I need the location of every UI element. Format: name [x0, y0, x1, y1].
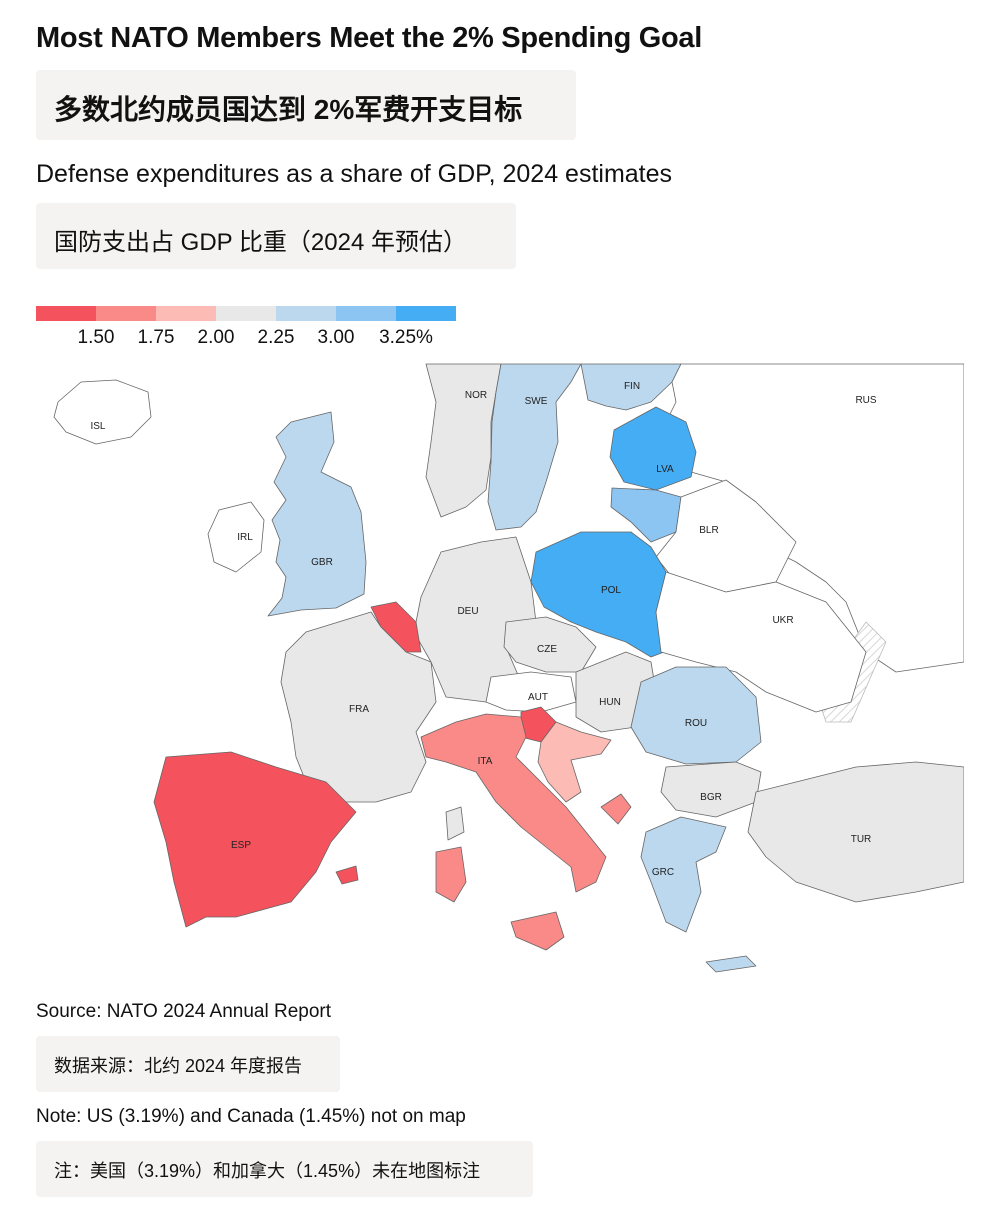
- source-note: Source: NATO 2024 Annual Report: [36, 1001, 332, 1022]
- chart-subtitle-chinese: 国防支出占 GDP 比重（2024 年预估）: [36, 203, 516, 269]
- island-sicily: [510, 911, 565, 951]
- label-fin: FIN: [624, 381, 640, 392]
- country-pol: [530, 531, 667, 658]
- legend-tick: 2.00: [197, 327, 235, 348]
- legend-tick: 2.25: [257, 327, 295, 348]
- legend-swatch: [276, 306, 336, 321]
- legend-swatch: [216, 306, 276, 321]
- island-sardinia: [435, 846, 467, 903]
- country-ukr: [655, 571, 867, 713]
- legend-swatch: [156, 306, 216, 321]
- label-cze: CZE: [537, 644, 557, 655]
- label-rou: ROU: [685, 718, 707, 729]
- country-irl: [207, 501, 265, 573]
- legend-swatch: [96, 306, 156, 321]
- legend-tick: 3.25%: [379, 327, 433, 348]
- label-fra: FRA: [349, 704, 369, 715]
- legend-tick: 3.00: [317, 327, 355, 348]
- label-deu: DEU: [457, 606, 478, 617]
- country-mne: [600, 793, 632, 825]
- footnote: Note: US (3.19%) and Canada (1.45%) not …: [36, 1106, 466, 1127]
- label-ukr: UKR: [772, 615, 793, 626]
- label-nor: NOR: [465, 390, 487, 401]
- country-tur: [747, 761, 964, 903]
- label-hun: HUN: [599, 697, 621, 708]
- label-irl: IRL: [237, 532, 253, 543]
- country-swe: [487, 363, 582, 531]
- legend-swatch: [36, 306, 96, 321]
- label-blr: BLR: [699, 525, 718, 536]
- country-labels: ISL NOR SWE FIN RUS LVA IRL GBR BLR DEU …: [90, 381, 876, 878]
- country-hrv: [537, 721, 612, 803]
- legend-swatch: [396, 306, 456, 321]
- country-grc: [640, 816, 727, 933]
- island-balearic: [335, 865, 359, 885]
- color-legend: 1.50 1.75 2.00 2.25 3.00 3.25%: [36, 306, 456, 356]
- label-grc: GRC: [652, 867, 674, 878]
- legend-tick: 1.50: [77, 327, 115, 348]
- label-ita: ITA: [478, 756, 493, 767]
- country-isl: [53, 379, 152, 445]
- label-rus: RUS: [855, 395, 876, 406]
- chart-subtitle: Defense expenditures as a share of GDP, …: [36, 160, 673, 188]
- country-gbr: [267, 411, 367, 617]
- country-lva: [609, 406, 697, 491]
- island-crete: [705, 955, 757, 973]
- label-lva: LVA: [656, 464, 674, 475]
- island-corsica: [445, 806, 465, 841]
- label-pol: POL: [601, 585, 621, 596]
- country-fra: [280, 611, 437, 803]
- chart-title: Most NATO Members Meet the 2% Spending G…: [36, 22, 703, 54]
- country-bgr: [660, 761, 762, 818]
- label-isl: ISL: [90, 421, 105, 432]
- label-aut: AUT: [528, 692, 548, 703]
- europe-map: ISL NOR SWE FIN RUS LVA IRL GBR BLR DEU …: [53, 363, 964, 973]
- label-esp: ESP: [231, 840, 251, 851]
- legend-swatch: [336, 306, 396, 321]
- country-ita: [420, 713, 607, 893]
- legend-tick: 1.75: [137, 327, 175, 348]
- country-baltic-south: [610, 487, 682, 543]
- source-note-chinese: 数据来源：北约 2024 年度报告: [36, 1036, 340, 1092]
- chart-title-chinese: 多数北约成员国达到 2%军费开支目标: [36, 70, 576, 140]
- country-aut: [485, 671, 577, 713]
- label-swe: SWE: [525, 396, 548, 407]
- label-tur: TUR: [851, 834, 872, 845]
- footnote-chinese: 注：美国（3.19%）和加拿大（1.45%）未在地图标注: [36, 1141, 533, 1197]
- label-bgr: BGR: [700, 792, 722, 803]
- label-gbr: GBR: [311, 557, 333, 568]
- country-esp: [153, 751, 357, 928]
- country-rou: [630, 666, 762, 765]
